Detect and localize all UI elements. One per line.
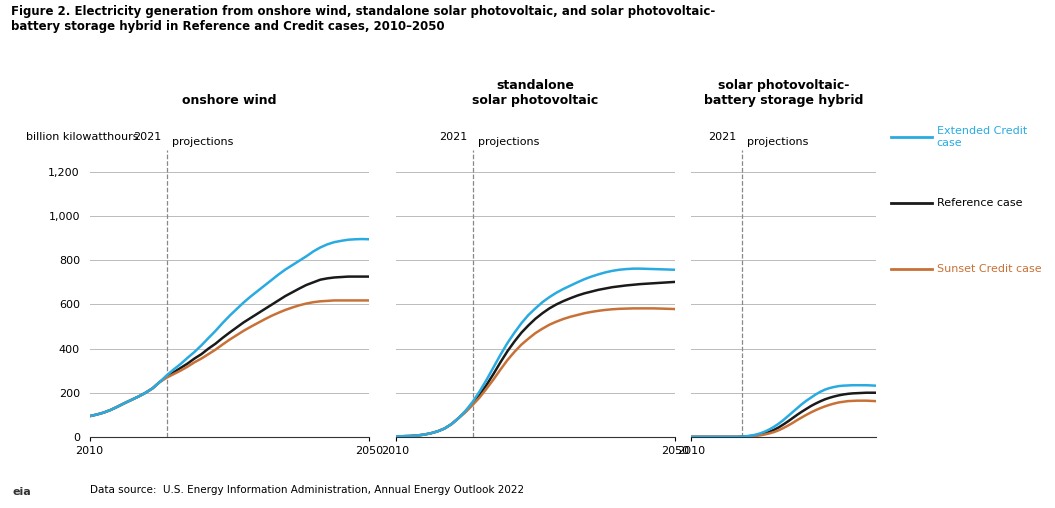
- Text: eia: eia: [13, 487, 32, 497]
- Text: Extended Credit
case: Extended Credit case: [937, 126, 1028, 148]
- Text: 2021: 2021: [133, 132, 161, 142]
- Text: Reference case: Reference case: [937, 198, 1022, 208]
- Text: projections: projections: [747, 137, 808, 147]
- Text: projections: projections: [172, 137, 233, 147]
- Text: standalone
solar photovoltaic: standalone solar photovoltaic: [473, 79, 598, 107]
- Text: Data source:  U.S. Energy Information Administration, Annual Energy Outlook 2022: Data source: U.S. Energy Information Adm…: [90, 485, 523, 495]
- Text: 2021: 2021: [708, 132, 736, 142]
- Text: onshore wind: onshore wind: [183, 93, 276, 107]
- Text: billion kilowatthours: billion kilowatthours: [26, 132, 139, 142]
- Text: 2021: 2021: [439, 132, 467, 142]
- Text: solar photovoltaic-
battery storage hybrid: solar photovoltaic- battery storage hybr…: [704, 79, 863, 107]
- Text: Sunset Credit case: Sunset Credit case: [937, 264, 1041, 274]
- Text: projections: projections: [478, 137, 539, 147]
- Text: Figure 2. Electricity generation from onshore wind, standalone solar photovoltai: Figure 2. Electricity generation from on…: [11, 5, 715, 33]
